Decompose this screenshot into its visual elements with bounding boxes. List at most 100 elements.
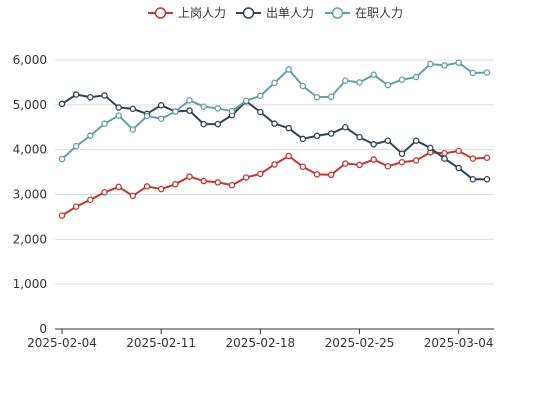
data-point — [356, 79, 363, 86]
data-point — [342, 160, 349, 167]
data-point — [483, 154, 491, 161]
data-point — [143, 112, 151, 120]
x-axis: 2025-02-04 2025-02-11 2025-02-18 2025-02-25… — [27, 328, 494, 350]
data-point — [356, 133, 363, 141]
legend-label: 出单人力 — [266, 6, 314, 20]
data-point — [342, 77, 349, 84]
data-point — [101, 92, 108, 99]
data-point — [327, 171, 335, 179]
data-point — [228, 107, 236, 115]
data-point — [186, 97, 193, 104]
data-point — [214, 120, 222, 128]
data-point — [384, 137, 392, 144]
data-point — [129, 126, 137, 133]
data-point — [186, 173, 193, 180]
data-point — [398, 150, 406, 157]
data-point — [384, 163, 392, 170]
series-line — [61, 150, 488, 217]
data-point — [412, 157, 420, 164]
data-point — [455, 59, 462, 66]
data-point — [172, 108, 179, 115]
legend: 上岗人力 出单人力 在职人力 — [148, 6, 403, 20]
legend-label: 在职人力 — [355, 6, 403, 20]
data-point — [483, 176, 491, 183]
data-point — [115, 104, 122, 111]
y-tick-label: 1,000 — [13, 277, 47, 291]
data-point — [87, 196, 94, 204]
series-3 — [58, 59, 491, 163]
data-point — [72, 203, 80, 210]
data-point — [200, 103, 207, 110]
data-point — [313, 132, 321, 140]
data-point — [455, 147, 462, 155]
data-point — [441, 155, 448, 162]
data-point — [370, 71, 377, 79]
legend-item-1[interactable]: 上岗人力 — [148, 6, 226, 20]
y-tick-label: 2,000 — [13, 232, 47, 246]
data-point — [313, 93, 321, 101]
data-point — [87, 132, 94, 140]
y-tick-label: 3,000 — [13, 188, 47, 202]
data-point — [257, 92, 264, 100]
data-point — [441, 62, 448, 69]
x-tick-label: 2025-02-18 — [225, 336, 295, 350]
data-point — [342, 124, 349, 131]
data-point — [157, 102, 165, 109]
data-point — [101, 189, 108, 196]
data-point — [214, 105, 222, 112]
data-point — [72, 142, 80, 150]
data-point — [257, 170, 264, 178]
series-1 — [58, 147, 491, 219]
data-point — [469, 69, 477, 77]
data-point — [72, 91, 80, 98]
data-point — [157, 115, 165, 122]
x-tick-label: 2025-02-25 — [325, 336, 395, 350]
x-tick-label: 2025-02-04 — [27, 336, 97, 350]
data-point — [101, 120, 108, 127]
legend-item-3[interactable]: 在职人力 — [325, 6, 403, 20]
data-point — [87, 93, 94, 101]
data-point — [441, 150, 448, 157]
data-point — [313, 171, 321, 178]
x-tick-label: 2025-02-11 — [126, 336, 196, 350]
data-point — [483, 69, 491, 76]
legend-item-2[interactable]: 出单人力 — [236, 6, 314, 20]
data-point — [285, 124, 292, 132]
data-point — [327, 130, 335, 137]
data-point — [327, 93, 335, 101]
data-point — [271, 120, 278, 127]
data-point — [242, 174, 250, 181]
data-point — [398, 76, 406, 83]
legend-marker — [331, 7, 344, 19]
data-point — [299, 82, 307, 90]
data-point — [172, 180, 179, 188]
data-point — [157, 185, 165, 193]
data-point — [398, 158, 406, 166]
data-point — [469, 155, 477, 162]
data-point — [427, 60, 434, 68]
data-point — [299, 163, 307, 170]
y-tick-label: 4,000 — [13, 143, 47, 157]
x-tick-label: 2025-03-04 — [424, 336, 494, 350]
data-point — [271, 161, 278, 168]
grid-lines — [55, 59, 494, 285]
data-point — [285, 66, 292, 73]
legend-marker — [154, 7, 167, 19]
data-point — [129, 192, 137, 200]
data-point — [257, 108, 264, 116]
data-point — [412, 73, 420, 81]
data-point — [370, 141, 377, 148]
data-point — [186, 107, 193, 114]
data-point — [285, 152, 292, 160]
plot-area — [58, 59, 491, 219]
data-point — [200, 177, 207, 185]
data-point — [455, 164, 462, 172]
data-point — [356, 161, 363, 169]
data-point — [271, 79, 278, 87]
data-point — [412, 137, 420, 144]
data-point — [129, 105, 137, 113]
legend-marker — [242, 7, 255, 19]
y-tick-label: 6,000 — [13, 53, 47, 67]
data-point — [115, 183, 122, 191]
